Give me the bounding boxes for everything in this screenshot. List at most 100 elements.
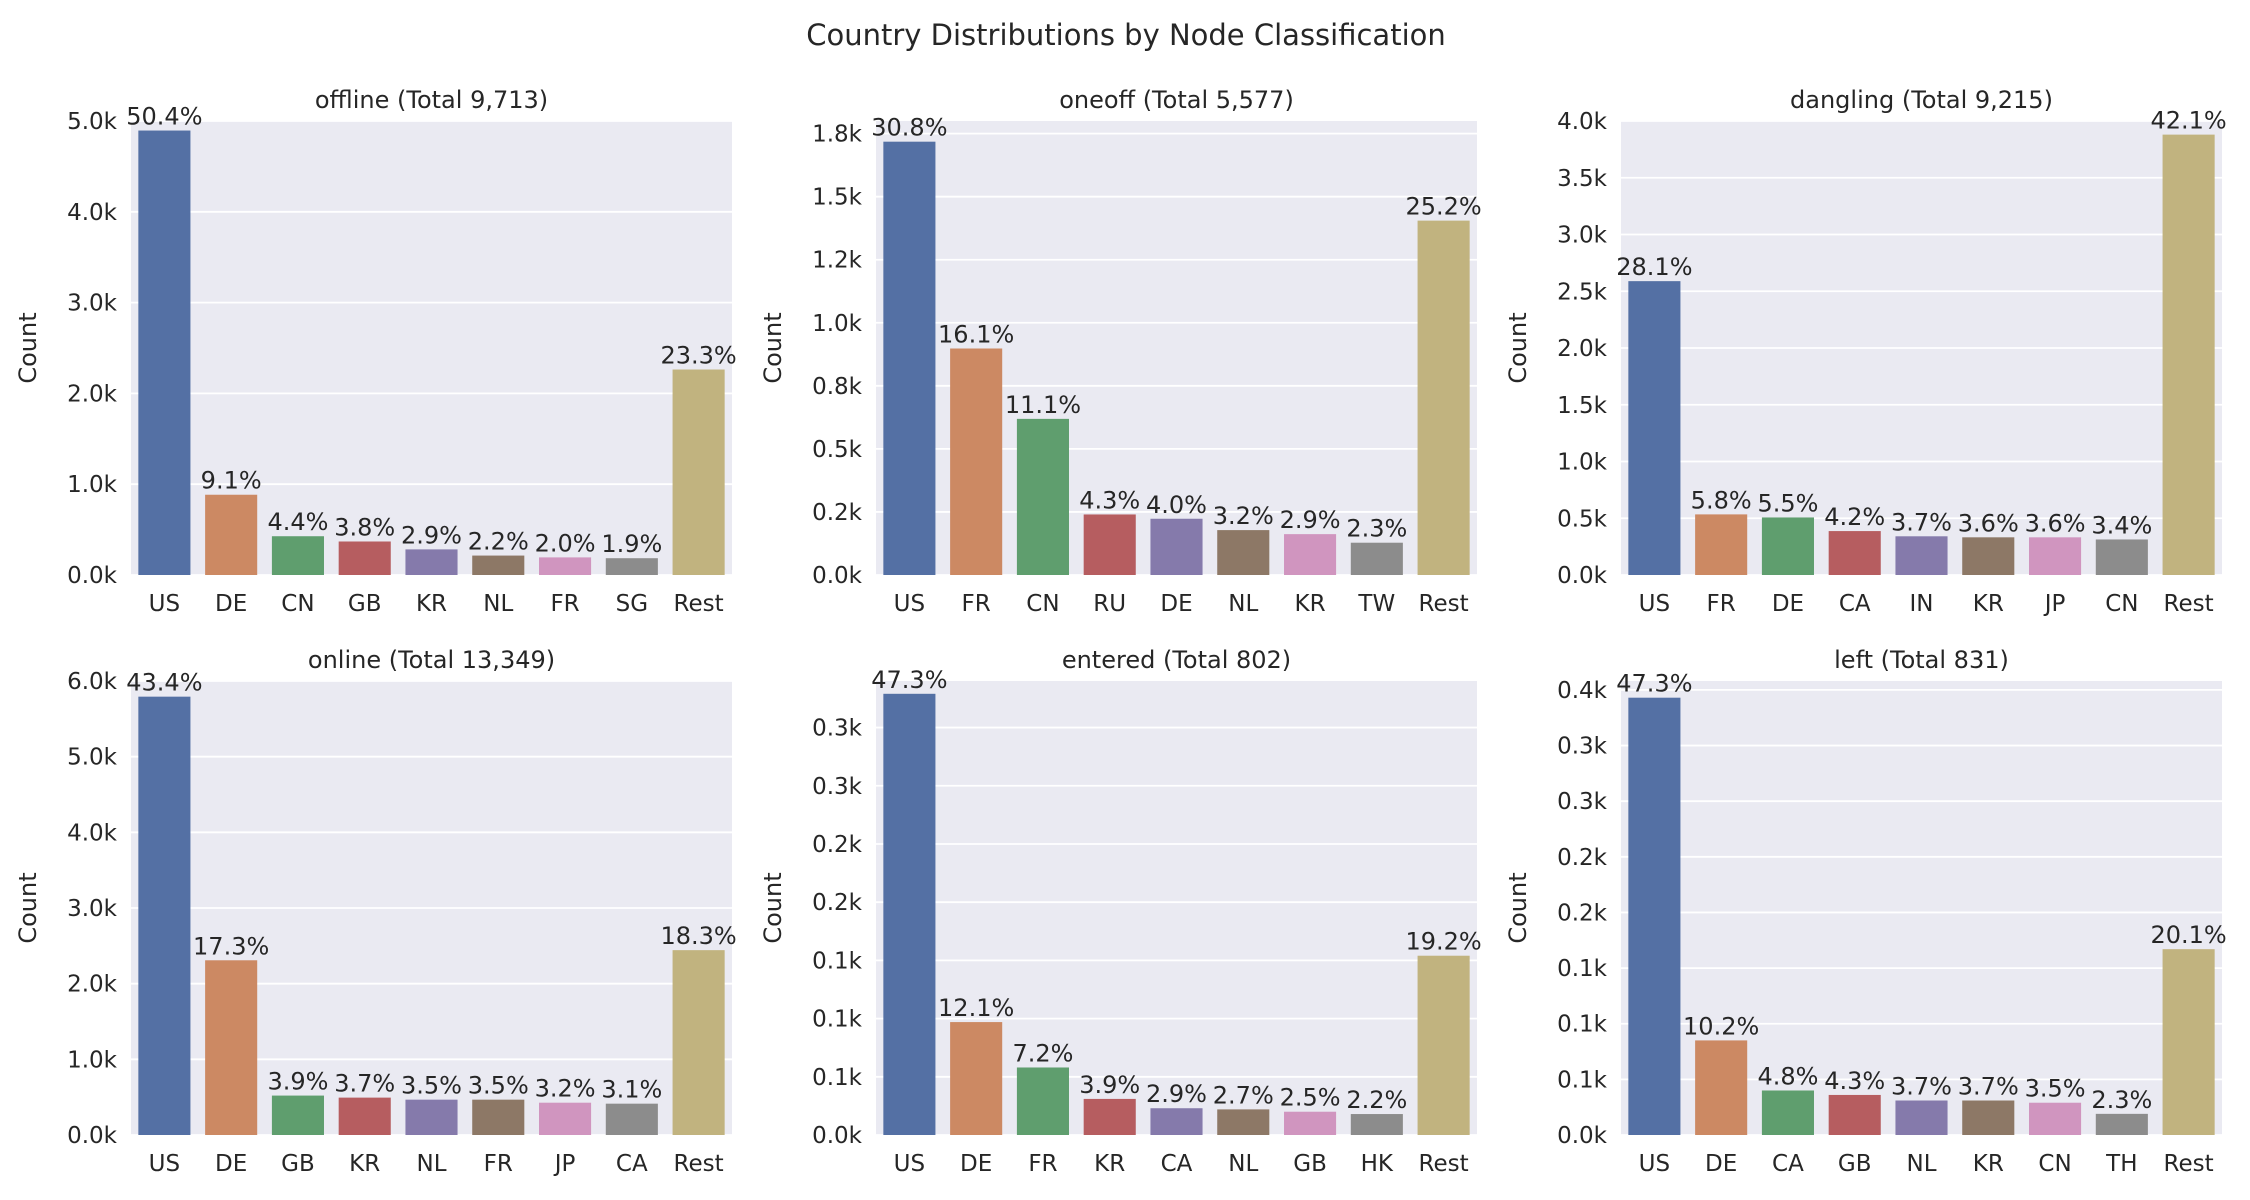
bar-gb	[338, 541, 391, 575]
x-tick-label: KR	[1973, 1151, 2004, 1177]
bar-ca	[605, 1103, 658, 1135]
x-tick-label: RU	[1093, 591, 1126, 617]
y-tick-label: 4.0k	[67, 200, 118, 226]
bar-kr	[1083, 1098, 1136, 1135]
bar-cn	[1016, 418, 1069, 575]
x-tick-label: KR	[349, 1151, 380, 1177]
bar-hk	[1350, 1114, 1403, 1135]
bar-rest	[2162, 949, 2215, 1135]
bar-rest	[1417, 955, 1470, 1135]
x-tick-label: US	[894, 1151, 925, 1177]
y-tick-label: 0.5k	[1557, 506, 1608, 532]
data-label: 2.9%	[401, 521, 462, 549]
bar-gb	[1284, 1111, 1337, 1135]
bar-rest	[672, 369, 725, 575]
bar-fr	[1695, 514, 1748, 575]
bar-us	[1628, 697, 1681, 1135]
panel-title: entered (Total 802)	[1062, 646, 1291, 674]
bar-rest	[1417, 220, 1470, 575]
data-label: 3.5%	[401, 1072, 462, 1100]
x-tick-label: DE	[215, 1151, 247, 1177]
data-label: 3.2%	[535, 1075, 596, 1103]
y-axis-label: Count	[14, 312, 42, 383]
y-tick-label: 5.0k	[67, 745, 118, 771]
x-tick-label: DE	[1705, 1151, 1737, 1177]
bar-jp	[2029, 537, 2082, 575]
bar-sg	[605, 558, 658, 575]
y-axis-label: Count	[759, 312, 787, 383]
y-tick-label: 0.0k	[1557, 1123, 1608, 1149]
x-tick-label: KR	[1295, 591, 1326, 617]
x-tick-label: JP	[2043, 591, 2066, 617]
bar-jp	[539, 1102, 592, 1135]
bar-gb	[271, 1095, 324, 1135]
y-tick-label: 0.3k	[812, 774, 863, 800]
data-label: 2.9%	[1146, 1080, 1207, 1108]
bar-tw	[1350, 542, 1403, 575]
x-tick-label: SG	[616, 591, 648, 617]
bar-de	[1761, 517, 1814, 575]
figure-suptitle: Country Distributions by Node Classifica…	[806, 18, 1446, 52]
data-label: 2.3%	[1346, 515, 1407, 543]
y-tick-label: 0.3k	[1557, 734, 1608, 760]
x-tick-label: GB	[1838, 1151, 1872, 1177]
bar-kr	[1962, 537, 2015, 575]
y-tick-label: 2.0k	[67, 381, 118, 407]
data-label: 3.2%	[1213, 502, 1274, 530]
data-label: 12.1%	[938, 994, 1014, 1022]
y-tick-label: 3.5k	[1557, 166, 1608, 192]
bar-ca	[1761, 1090, 1814, 1135]
data-label: 25.2%	[1405, 193, 1481, 221]
bar-in	[1895, 536, 1948, 575]
y-tick-label: 4.0k	[1557, 109, 1608, 135]
y-tick-label: 0.2k	[812, 500, 863, 526]
y-tick-label: 0.1k	[1557, 956, 1608, 982]
y-tick-label: 1.8k	[812, 122, 863, 148]
y-axis-label: Count	[14, 872, 42, 943]
y-tick-label: 2.5k	[1557, 279, 1608, 305]
panel-title: online (Total 13,349)	[308, 646, 555, 674]
data-label: 43.4%	[126, 669, 202, 697]
data-label: 4.2%	[1824, 503, 1885, 531]
panel-title: dangling (Total 9,215)	[1790, 86, 2053, 114]
data-label: 18.3%	[660, 922, 736, 950]
x-tick-label: US	[894, 591, 925, 617]
data-label: 3.5%	[2025, 1075, 2086, 1103]
data-label: 2.2%	[468, 528, 529, 556]
y-tick-label: 0.2k	[812, 832, 863, 858]
data-label: 3.1%	[601, 1076, 662, 1104]
x-tick-label: Rest	[2164, 591, 2214, 617]
bar-fr	[950, 348, 1003, 575]
x-tick-label: FR	[962, 591, 991, 617]
data-label: 17.3%	[193, 932, 269, 960]
x-tick-label: US	[1639, 591, 1670, 617]
data-label: 23.3%	[660, 342, 736, 370]
panels: 0.0k 1.0k 2.0k 3.0k 4.0k 5.0k 50.4% US 9.1% DE 4.4…	[14, 86, 2227, 1177]
data-label: 9.1%	[201, 467, 262, 495]
bar-cn	[2095, 539, 2148, 575]
x-tick-label: CA	[616, 1151, 648, 1177]
chart-panel-5: 0.0k 0.1k 0.1k 0.1k 0.2k 0.2k 0.3k 0.3k 0.4k 47.3…	[1504, 646, 2227, 1177]
bar-kr	[405, 549, 458, 575]
x-tick-label: FR	[1707, 591, 1736, 617]
data-label: 4.0%	[1146, 491, 1207, 519]
x-tick-label: CA	[1772, 1151, 1804, 1177]
y-tick-label: 0.1k	[1557, 1067, 1608, 1093]
panel-title: left (Total 831)	[1834, 646, 2009, 674]
bar-nl	[405, 1099, 458, 1135]
x-tick-label: DE	[215, 591, 247, 617]
bar-kr	[338, 1097, 391, 1135]
x-tick-label: US	[149, 1151, 180, 1177]
y-axis-label: Count	[1504, 872, 1532, 943]
data-label: 19.2%	[1405, 928, 1481, 956]
bar-nl	[1895, 1100, 1948, 1135]
y-tick-label: 0.3k	[1557, 789, 1608, 815]
x-tick-label: NL	[1228, 591, 1258, 617]
bar-us	[883, 141, 936, 575]
bar-nl	[1217, 1109, 1270, 1135]
y-tick-label: 0.0k	[812, 563, 863, 589]
x-tick-label: US	[1639, 1151, 1670, 1177]
bar-nl	[1217, 530, 1270, 575]
x-tick-label: NL	[1228, 1151, 1258, 1177]
